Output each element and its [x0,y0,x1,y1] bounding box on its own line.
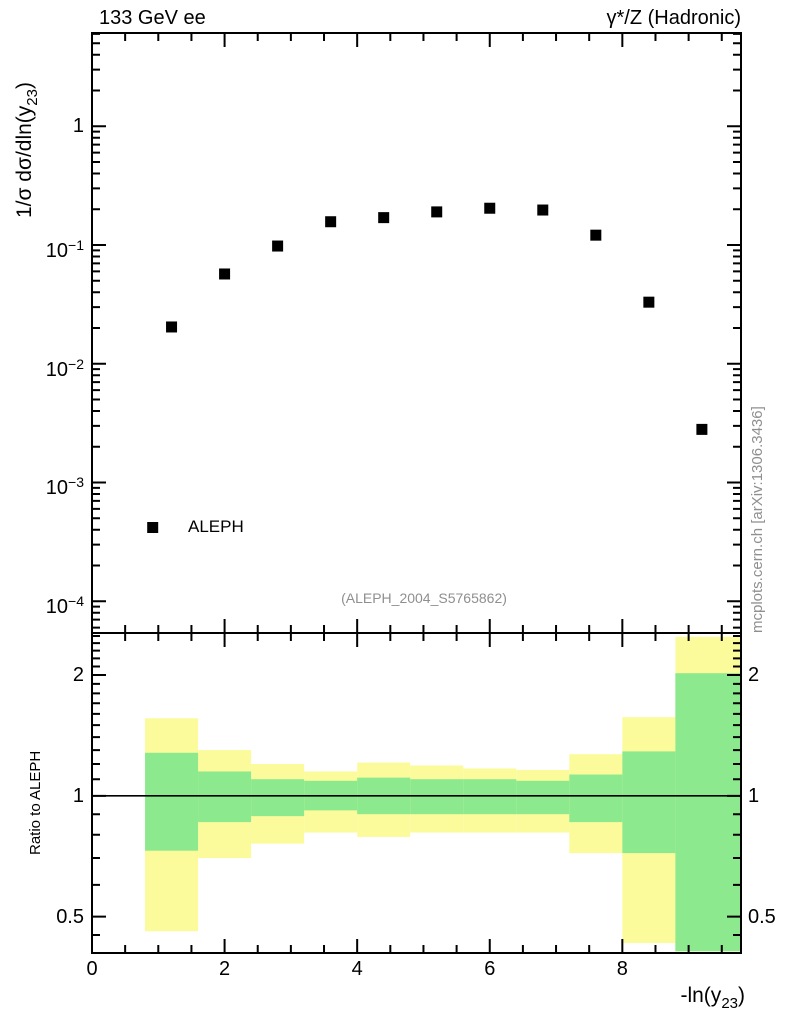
y-axis-tick-label: 10−2 [45,355,84,381]
mcplots-side-note: mcplots.cern.ch [arXiv:1306.3436] [749,406,766,633]
x-axis-tick-label: 2 [219,958,231,980]
x-axis-tick-label: 8 [616,958,628,980]
ratio-panel-frame [91,632,742,954]
uncertainty-band-green [516,780,570,815]
y-axis-title: 1/σ dσ/dln(y23) [13,82,41,218]
data-point-marker [272,240,284,252]
data-point-marker [219,268,231,280]
data-point-marker [378,212,390,224]
data-point-marker [590,229,602,241]
data-point-marker [325,216,337,228]
y-axis-tick-label: 10−3 [45,474,84,500]
legend-entry-label: ALEPH [188,517,244,536]
ratio-tick-label-right: 1 [748,784,760,807]
uncertainty-band-green [198,771,252,823]
x-axis-title: -ln(y23) [680,984,745,1012]
uncertainty-band-green [251,779,305,817]
uncertainty-band-green [675,673,741,952]
y-axis-title-text: 1/σ dσ/dln(y [13,105,36,218]
data-point-marker [537,204,549,216]
plot-title-left: 133 GeV ee [99,7,206,29]
x-axis-title-text: -ln(y [680,984,722,1007]
x-axis-title-subscript: 23 [721,995,738,1012]
data-point-marker [643,296,655,308]
x-axis-title-close: ) [738,984,745,1007]
y-axis-title-subscript: 23 [24,89,41,106]
main-panel-frame [91,32,742,634]
ratio-tick-label-left: 2 [72,663,84,686]
y-axis-title-close: ) [13,82,36,89]
analysis-watermark: (ALEPH_2004_S5765862) [341,590,507,606]
data-point-marker [696,423,708,435]
y-axis-tick-label: 1 [72,115,84,138]
uncertainty-band-green [145,752,199,851]
y-axis-tick-label: 10−1 [45,236,84,262]
ratio-tick-label-left: 1 [72,784,84,807]
ratio-tick-label-right: 2 [748,663,760,686]
axis-ticks [93,32,740,952]
y-axis-tick-label: 10−4 [45,593,84,619]
uncertainty-band-green [463,779,517,815]
data-point-marker [484,202,496,214]
x-axis-tick-label: 4 [351,958,363,980]
ratio-tick-label-right: 0.5 [748,905,776,928]
plot-title-right: γ*/Z (Hadronic) [606,7,741,29]
legend-marker-icon [147,522,159,533]
data-point-marker [431,206,443,218]
ratio-tick-label-left: 0.5 [56,905,84,928]
data-point-marker [166,321,178,333]
uncertainty-band-green [410,779,464,815]
ratio-axis-title: Ratio to ALEPH [27,750,44,855]
uncertainty-band-green [622,751,676,854]
x-axis-tick-label: 6 [484,958,496,980]
uncertainty-band-green [569,774,623,823]
x-axis-tick-label: 0 [86,958,98,980]
